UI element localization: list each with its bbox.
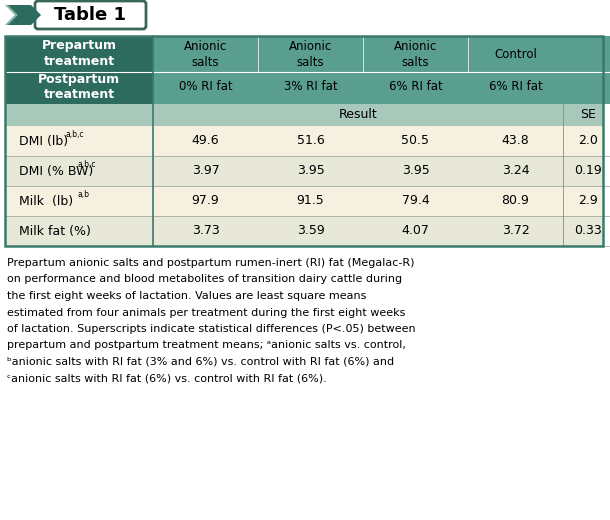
Bar <box>153 36 258 104</box>
Text: 50.5: 50.5 <box>401 135 429 148</box>
Text: 3.59: 3.59 <box>296 225 325 238</box>
Text: 79.4: 79.4 <box>401 194 429 207</box>
Text: 2.0: 2.0 <box>578 135 598 148</box>
Text: 3.73: 3.73 <box>192 225 220 238</box>
Bar <box>5 104 603 126</box>
Bar <box>5 216 603 246</box>
Text: ᵇanionic salts with RI fat (3% and 6%) vs. control with RI fat (6%) and: ᵇanionic salts with RI fat (3% and 6%) v… <box>7 357 394 367</box>
Bar <box>5 36 603 246</box>
Text: Control: Control <box>494 48 537 61</box>
Text: 3.95: 3.95 <box>296 164 325 177</box>
Bar <box>5 126 603 156</box>
Text: 3.97: 3.97 <box>192 164 220 177</box>
Polygon shape <box>19 5 41 25</box>
Polygon shape <box>5 5 27 25</box>
Text: 80.9: 80.9 <box>501 194 529 207</box>
FancyBboxPatch shape <box>35 1 146 29</box>
Text: ᶜanionic salts with RI fat (6%) vs. control with RI fat (6%).: ᶜanionic salts with RI fat (6%) vs. cont… <box>7 373 327 384</box>
Text: 3.95: 3.95 <box>401 164 429 177</box>
Text: 51.6: 51.6 <box>296 135 325 148</box>
Text: 3% RI fat: 3% RI fat <box>284 81 337 94</box>
Text: 2.9: 2.9 <box>578 194 598 207</box>
Text: Postpartum
treatment: Postpartum treatment <box>38 73 120 101</box>
Text: a,b,c: a,b,c <box>65 131 84 139</box>
Text: prepartum and postpartum treatment means; ᵃanionic salts vs. control,: prepartum and postpartum treatment means… <box>7 341 406 350</box>
Text: of lactation. Superscripts indicate statistical differences (P<.05) between: of lactation. Superscripts indicate stat… <box>7 324 415 334</box>
Text: 43.8: 43.8 <box>501 135 529 148</box>
Text: Prepartum
treatment: Prepartum treatment <box>41 40 117 68</box>
Text: a,b: a,b <box>77 190 89 200</box>
Bar <box>5 186 603 216</box>
Bar <box>468 36 563 104</box>
Text: SE: SE <box>580 109 596 122</box>
Bar <box>258 36 363 104</box>
Text: 97.9: 97.9 <box>192 194 220 207</box>
Text: DMI (lb): DMI (lb) <box>19 135 68 148</box>
Text: 0% RI fat: 0% RI fat <box>179 81 232 94</box>
Text: Prepartum anionic salts and postpartum rumen-inert (RI) fat (Megalac-R): Prepartum anionic salts and postpartum r… <box>7 258 415 268</box>
Text: Table 1: Table 1 <box>54 6 126 24</box>
Bar <box>5 36 153 104</box>
Text: on performance and blood metabolites of transition dairy cattle during: on performance and blood metabolites of … <box>7 275 402 284</box>
Text: DMI (% BW): DMI (% BW) <box>19 164 93 177</box>
Text: 0.19: 0.19 <box>574 164 602 177</box>
Text: 6% RI fat: 6% RI fat <box>489 81 542 94</box>
Text: Anionic
salts: Anionic salts <box>184 40 227 69</box>
Text: Milk fat (%): Milk fat (%) <box>19 225 91 238</box>
Text: Result: Result <box>339 109 378 122</box>
Text: Anionic
salts: Anionic salts <box>289 40 332 69</box>
Bar <box>5 156 603 186</box>
Text: 0.33: 0.33 <box>574 225 602 238</box>
Text: Anionic
salts: Anionic salts <box>394 40 437 69</box>
Polygon shape <box>8 5 30 25</box>
Text: 4.07: 4.07 <box>401 225 429 238</box>
Text: 91.5: 91.5 <box>296 194 325 207</box>
Bar <box>363 36 468 104</box>
Text: a,b,c: a,b,c <box>77 161 96 170</box>
Text: the first eight weeks of lactation. Values are least square means: the first eight weeks of lactation. Valu… <box>7 291 367 301</box>
Text: 3.24: 3.24 <box>501 164 529 177</box>
Polygon shape <box>16 5 38 25</box>
Text: 49.6: 49.6 <box>192 135 220 148</box>
Bar <box>563 36 610 104</box>
Text: 6% RI fat: 6% RI fat <box>389 81 442 94</box>
Text: 3.72: 3.72 <box>501 225 529 238</box>
Text: estimated from four animals per treatment during the first eight weeks: estimated from four animals per treatmen… <box>7 307 406 318</box>
Text: Milk  (lb): Milk (lb) <box>19 194 73 207</box>
